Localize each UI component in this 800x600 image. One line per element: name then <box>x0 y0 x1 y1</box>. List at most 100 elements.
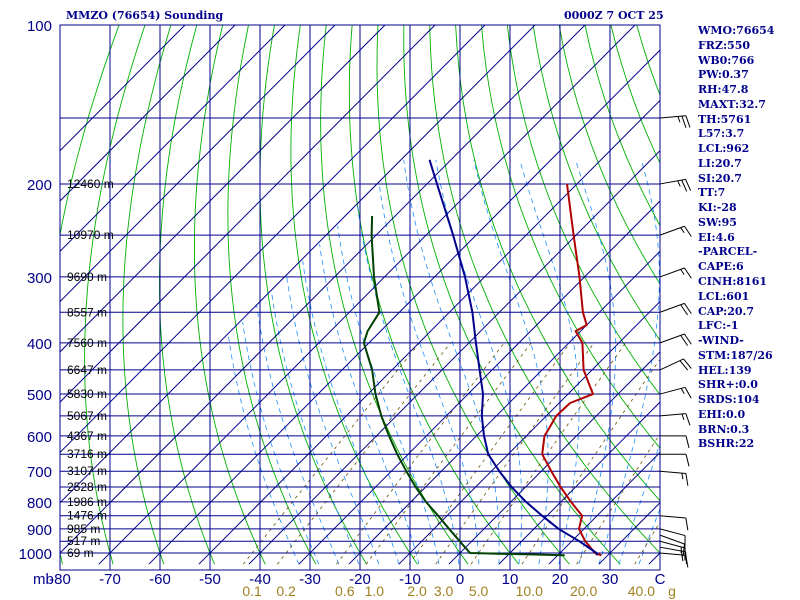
mixing-ratio-line <box>336 342 505 565</box>
mixing-ratio-line <box>435 342 595 565</box>
isotherm <box>498 401 660 565</box>
moist-adiabat <box>598 159 660 565</box>
height-label: 8557 m <box>67 305 107 319</box>
isotherm <box>60 25 586 554</box>
temperature-profile <box>541 183 602 557</box>
wind-barb <box>659 267 692 279</box>
height-label: 1986 m <box>67 495 107 509</box>
pressure-tick-label: 200 <box>27 177 52 194</box>
temperature-tick-label: -50 <box>199 571 221 588</box>
index-item: PW:0.37 <box>698 68 749 82</box>
height-label: 6647 m <box>67 363 107 377</box>
mixing-ratio-label: 0.6 <box>335 583 355 599</box>
mixing-ratio-label: 0.2 <box>276 583 296 599</box>
index-item: MAXT:32.7 <box>698 97 766 111</box>
wind-barb <box>660 453 690 467</box>
temperature-tick-label: -40 <box>249 571 271 588</box>
isotherm <box>248 150 660 565</box>
temperature-tick-label: -20 <box>349 571 371 588</box>
moist-adiabat <box>618 442 660 565</box>
wind-barb <box>659 178 692 192</box>
height-label: 1476 m <box>67 509 107 523</box>
index-item: BRN:0.3 <box>698 422 750 436</box>
wind-barbs <box>659 115 692 568</box>
station-title: MMZO (76654) Sounding <box>66 9 224 22</box>
index-item: TT:7 <box>698 186 726 200</box>
isotherm <box>548 451 660 565</box>
isotherm <box>298 200 660 565</box>
temperature-axis: mb-80 -70 -60 -50 -40 -30 -20 -10 0 10 20 30 C <box>33 571 666 588</box>
temperature-tick-label: 20 <box>552 571 569 588</box>
mixing-ratio-label: 20.0 <box>570 583 597 599</box>
temperature-tick-label: -70 <box>99 571 121 588</box>
wind-barb <box>659 115 691 128</box>
height-label: 4367 m <box>67 429 107 443</box>
mixing-ratio-label: 5.0 <box>469 583 489 599</box>
dry-adiabat <box>193 25 266 565</box>
height-label: 517 m <box>67 534 100 548</box>
temperature-tick-label: -80 <box>49 571 71 588</box>
height-label: 10970 m <box>67 228 114 242</box>
mixing-ratio-line <box>470 342 627 565</box>
profiles <box>362 159 602 557</box>
height-label: 985 m <box>67 522 100 536</box>
isotherm <box>398 300 660 565</box>
mixing-ratio-label: 40.0 <box>628 583 655 599</box>
plot-frame <box>59 24 661 571</box>
isotherm <box>448 351 660 565</box>
index-item: CAP:20.7 <box>698 304 755 318</box>
mixing-ratio-line <box>408 342 571 565</box>
moist-adiabat <box>473 159 549 565</box>
height-label: 12460 m <box>67 177 114 191</box>
pressure-tick-label: 600 <box>27 429 52 446</box>
wind-barb <box>660 435 690 448</box>
dry-adiabat <box>455 25 660 502</box>
mixing-ratio-unit-label: g <box>668 583 676 599</box>
mixing-ratio-label: 10.0 <box>516 583 543 599</box>
index-item: LFC:-1 <box>698 319 739 333</box>
dry-adiabat <box>227 25 317 565</box>
mixing-ratio-label: 1.0 <box>365 583 385 599</box>
isotherm <box>348 250 660 565</box>
index-item: LCL:601 <box>698 289 750 303</box>
background-lines <box>60 25 660 570</box>
wind-barb <box>659 386 692 399</box>
dry-adiabat <box>159 25 216 565</box>
moist-adiabat <box>357 205 460 565</box>
height-label: 3107 m <box>67 464 107 478</box>
moist-adiabat <box>227 334 300 565</box>
temperature-tick-label: 0 <box>456 571 464 588</box>
index-item: LI:20.7 <box>698 156 742 170</box>
moist-adiabat <box>638 507 660 565</box>
mixing-ratio-line <box>576 433 660 565</box>
pressure-tick-label: 400 <box>27 336 52 353</box>
height-label: 7560 m <box>67 336 107 350</box>
mixing-ratio-line <box>242 342 420 565</box>
index-item: TH:5761 <box>698 112 752 126</box>
isotherm <box>60 25 286 252</box>
index-item: BSHR:22 <box>698 437 755 451</box>
dry-adiabat <box>259 25 368 565</box>
wind-barb <box>659 225 692 237</box>
moist-adiabat <box>242 321 320 565</box>
wind-barb <box>659 413 691 426</box>
pressure-tick-label: 900 <box>27 522 52 539</box>
index-item: SRDS:104 <box>698 393 760 407</box>
moist-adiabat <box>302 261 400 565</box>
wind-barb <box>659 528 686 548</box>
temperature-tick-label: -10 <box>399 571 421 588</box>
index-item: EHI:0.0 <box>698 407 746 421</box>
dewpoint-profile <box>428 159 599 556</box>
temperature-unit-label: C <box>655 571 666 588</box>
isotherm <box>60 25 536 504</box>
isotherm <box>148 49 660 565</box>
index-item: LCL:962 <box>698 142 750 156</box>
pressure-unit-label: mb <box>33 571 54 588</box>
wind-barb <box>659 534 685 557</box>
mixing-ratio-line <box>277 342 451 565</box>
index-item: HEL:139 <box>698 363 752 377</box>
wind-barb <box>659 540 686 561</box>
valid-time: 0000Z 7 OCT 25 <box>564 9 664 22</box>
mixing-ratio-label: 0.1 <box>242 583 262 599</box>
indices-panel: WMO:76654 FRZ:550 WB0:766 PW:0.37 RH:47.8 MAX… <box>698 24 798 452</box>
